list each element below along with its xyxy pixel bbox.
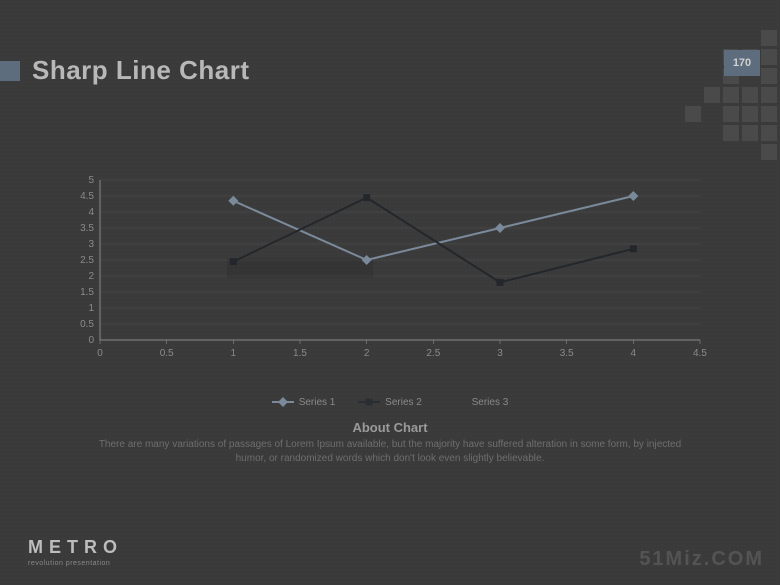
- page-number: 170: [733, 57, 751, 69]
- svg-text:4.5: 4.5: [693, 348, 707, 359]
- svg-text:2: 2: [88, 271, 94, 282]
- legend-label: Series 1: [299, 397, 336, 408]
- legend-label: Series 3: [472, 397, 509, 408]
- svg-text:1: 1: [231, 348, 237, 359]
- page-number-badge: 170: [724, 50, 760, 76]
- svg-text:3.5: 3.5: [80, 223, 94, 234]
- title-accent: [0, 61, 20, 81]
- page-title: Sharp Line Chart: [32, 55, 249, 86]
- legend-item-1: Series 1: [272, 397, 336, 408]
- svg-text:4: 4: [631, 348, 637, 359]
- svg-text:3: 3: [497, 348, 503, 359]
- legend-item-3: Series 3: [445, 397, 509, 408]
- chart-legend: Series 1 Series 2 Series 3: [0, 395, 780, 408]
- svg-text:4.5: 4.5: [80, 191, 94, 202]
- svg-text:0: 0: [97, 348, 103, 359]
- svg-text:2.5: 2.5: [80, 255, 94, 266]
- svg-text:1.5: 1.5: [293, 348, 307, 359]
- title-bar: Sharp Line Chart: [0, 55, 249, 86]
- svg-text:5: 5: [88, 175, 94, 186]
- line-chart: 0 0.5 1 1.5 2 2.5 3 3.5 4 4.5 5 0 0.5 1 1.5 2 2.5 3 3.5 4 4.…: [70, 175, 710, 385]
- about-title: About Chart: [0, 420, 780, 435]
- legend-marker-icon: [358, 401, 380, 403]
- svg-text:1.5: 1.5: [80, 287, 94, 298]
- brand-name: METRO: [28, 537, 123, 558]
- svg-text:2.5: 2.5: [426, 348, 440, 359]
- svg-text:0.5: 0.5: [80, 319, 94, 330]
- svg-text:2: 2: [364, 348, 370, 359]
- legend-item-2: Series 2: [358, 397, 422, 408]
- about-body: There are many variations of passages of…: [90, 438, 690, 466]
- brand-block: METRO revolution presentation: [28, 537, 123, 567]
- svg-text:1: 1: [88, 303, 94, 314]
- svg-text:0: 0: [88, 335, 94, 346]
- legend-marker-icon: [272, 401, 294, 403]
- svg-text:3: 3: [88, 239, 94, 250]
- svg-text:4: 4: [88, 207, 94, 218]
- brand-tagline: revolution presentation: [28, 560, 123, 567]
- svg-text:3.5: 3.5: [560, 348, 574, 359]
- watermark: 51Miz.COM: [639, 548, 764, 571]
- legend-marker-icon: [445, 401, 467, 403]
- legend-label: Series 2: [385, 397, 422, 408]
- svg-text:0.5: 0.5: [160, 348, 174, 359]
